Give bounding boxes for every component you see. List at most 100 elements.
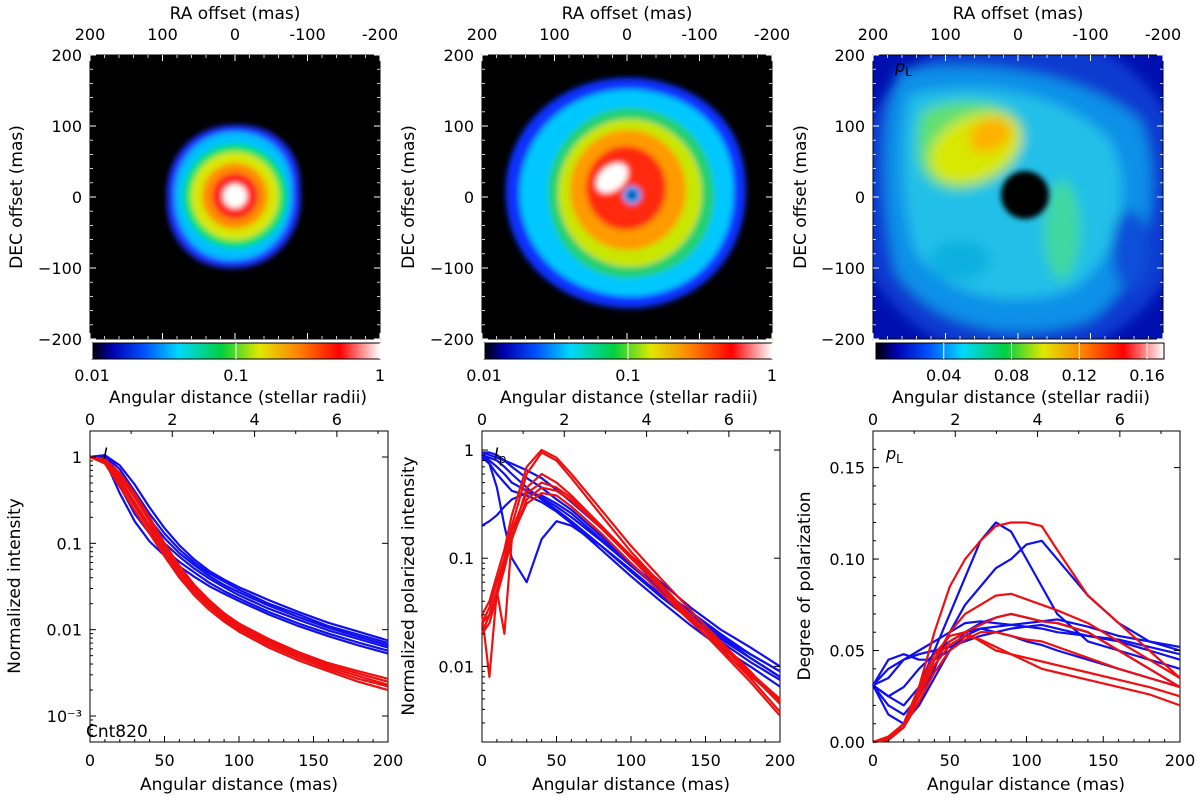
y-tick-label: 0.15 — [829, 459, 865, 478]
ra-tick-label: 100 — [930, 25, 961, 44]
dec-tick-label: 200 — [834, 46, 865, 65]
map-label-ip: Ip — [503, 57, 515, 79]
bottom-labels: Angular distance (mas) Angular distance … — [5, 456, 1125, 795]
colorbar-tick-label: 0.01 — [466, 366, 502, 385]
dec-tick-label: 0 — [855, 188, 865, 207]
x-tick-label: 200 — [1165, 751, 1196, 770]
stellar-radii-tick-label: 0 — [477, 410, 487, 429]
dec-tick-label: 200 — [51, 46, 82, 65]
x-tick-label: 100 — [224, 751, 255, 770]
stellar-radii-tick-label: 6 — [1115, 410, 1125, 429]
xlabel-1: Angular distance (mas) — [140, 775, 338, 795]
ra-tick-label: -200 — [362, 25, 398, 44]
dec-tick-label: −100 — [821, 259, 865, 278]
stellar-radii-tick-label: 4 — [1032, 410, 1042, 429]
ra-axis-title-3: RA offset (mas) — [953, 4, 1084, 24]
series-line-blue-1 — [89, 454, 389, 642]
series-line-red-1 — [481, 448, 781, 705]
ra-tick-label: -100 — [1072, 25, 1108, 44]
ra-axis-title-1: RA offset (mas) — [170, 4, 301, 24]
stellar-radii-title-3: Angular distance (stellar radii) — [892, 388, 1150, 408]
x-tick-label: 100 — [1011, 751, 1042, 770]
dec-tick-label: −100 — [430, 259, 474, 278]
stellar-radii-tick-label: 4 — [249, 410, 259, 429]
x-tick-label: 50 — [546, 751, 566, 770]
map-filter-label: Cnt820 — [94, 316, 156, 336]
colorbar-tick-label: 0.01 — [74, 366, 110, 385]
dec-tick-label: −200 — [38, 330, 82, 349]
ra-tick-label: -200 — [754, 25, 790, 44]
x-tick-label: 100 — [616, 751, 647, 770]
colorbar-degree-polarization — [875, 342, 1165, 360]
colorbar-tick-label: 0.12 — [1061, 366, 1097, 385]
y-tick-label: 1 — [464, 441, 474, 460]
ylabel-degree-polarization: Degree of polarization — [795, 491, 815, 680]
colorbar-tick-label: 1 — [767, 366, 777, 385]
y-tick-label: 0.1 — [57, 534, 82, 553]
ra-tick-label: -200 — [1145, 25, 1181, 44]
series-line-red-4 — [872, 631, 1181, 744]
plot-label-i: I — [103, 444, 108, 463]
dec-axis-title-3: DEC offset (mas) — [791, 125, 811, 269]
x-tick-label: 0 — [868, 751, 878, 770]
stellar-radii-tick-label: 4 — [641, 410, 651, 429]
plot1-lines — [480, 448, 781, 717]
ylabel-intensity: Normalized intensity — [5, 498, 25, 674]
top-row-labels: RA offset (mas) RA offset (mas) RA offse… — [7, 4, 1150, 408]
stellar-radii-title-1: Angular distance (stellar radii) — [109, 388, 367, 408]
x-tick-label: 0 — [477, 751, 487, 770]
stellar-radii-tick-label: 6 — [332, 410, 342, 429]
stellar-radii-tick-label: 0 — [85, 410, 95, 429]
y-tick-label: 0.01 — [46, 621, 82, 640]
y-tick-label: 1 — [72, 448, 82, 467]
dec-axis-title-2: DEC offset (mas) — [399, 125, 419, 269]
dec-tick-label: −100 — [38, 259, 82, 278]
x-tick-label: 50 — [154, 751, 174, 770]
series-line-red-5 — [89, 455, 389, 692]
map-intensity: I Cnt820 — [89, 54, 381, 340]
ra-axis-title-2: RA offset (mas) — [562, 4, 693, 24]
dec-tick-label: 100 — [51, 117, 82, 136]
x-tick-label: 50 — [940, 751, 960, 770]
series-line-blue-1 — [872, 521, 1181, 707]
colorbar-tick-label: 0.08 — [994, 366, 1030, 385]
stellar-radii-tick-label: 6 — [724, 410, 734, 429]
series-line-red-6 — [480, 492, 781, 702]
series-line-red-2 — [89, 455, 389, 683]
map-polarized-intensity: Ip — [481, 54, 773, 340]
y-tick-label: 0.10 — [829, 550, 865, 569]
dec-tick-label: 0 — [464, 188, 474, 207]
plot2-lines — [872, 521, 1181, 744]
stellar-radii-tick-label: 2 — [950, 410, 960, 429]
xlabel-2: Angular distance (mas) — [532, 775, 730, 795]
xlabel-3: Angular distance (mas) — [927, 775, 1125, 795]
dec-tick-label: 100 — [834, 117, 865, 136]
x-tick-label: 200 — [765, 751, 796, 770]
profile-plot-polarized-intensity: Ip — [480, 430, 781, 743]
stellar-radii-tick-label: 0 — [868, 410, 878, 429]
ra-tick-label: 200 — [858, 25, 889, 44]
stellar-radii-title-2: Angular distance (stellar radii) — [500, 388, 758, 408]
series-line-blue-6 — [89, 455, 389, 655]
series-line-red-5 — [481, 486, 781, 700]
colorbar-tick-label: 0.16 — [1129, 366, 1165, 385]
series-line-red-1 — [89, 455, 389, 680]
plot-filter-label: Cnt820 — [86, 722, 148, 742]
dec-tick-label: 200 — [443, 46, 474, 65]
y-tick-label: 0.05 — [829, 642, 865, 661]
ra-tick-label: 100 — [147, 25, 178, 44]
dec-tick-label: 100 — [443, 117, 474, 136]
profile-plot-degree-polarization: pL — [872, 430, 1181, 744]
dec-tick-label: −200 — [821, 330, 865, 349]
map-label-pl: pL — [894, 57, 912, 79]
colorbar-tick-label: 0.04 — [926, 366, 962, 385]
x-tick-label: 150 — [690, 751, 721, 770]
series-line-red-6 — [872, 634, 1181, 744]
dec-tick-label: 0 — [72, 188, 82, 207]
series-line-red-3 — [89, 455, 389, 686]
series-line-red-5 — [872, 631, 1181, 744]
colorbar-tick-label: 0.1 — [223, 366, 248, 385]
stellar-radii-tick-label: 2 — [559, 410, 569, 429]
